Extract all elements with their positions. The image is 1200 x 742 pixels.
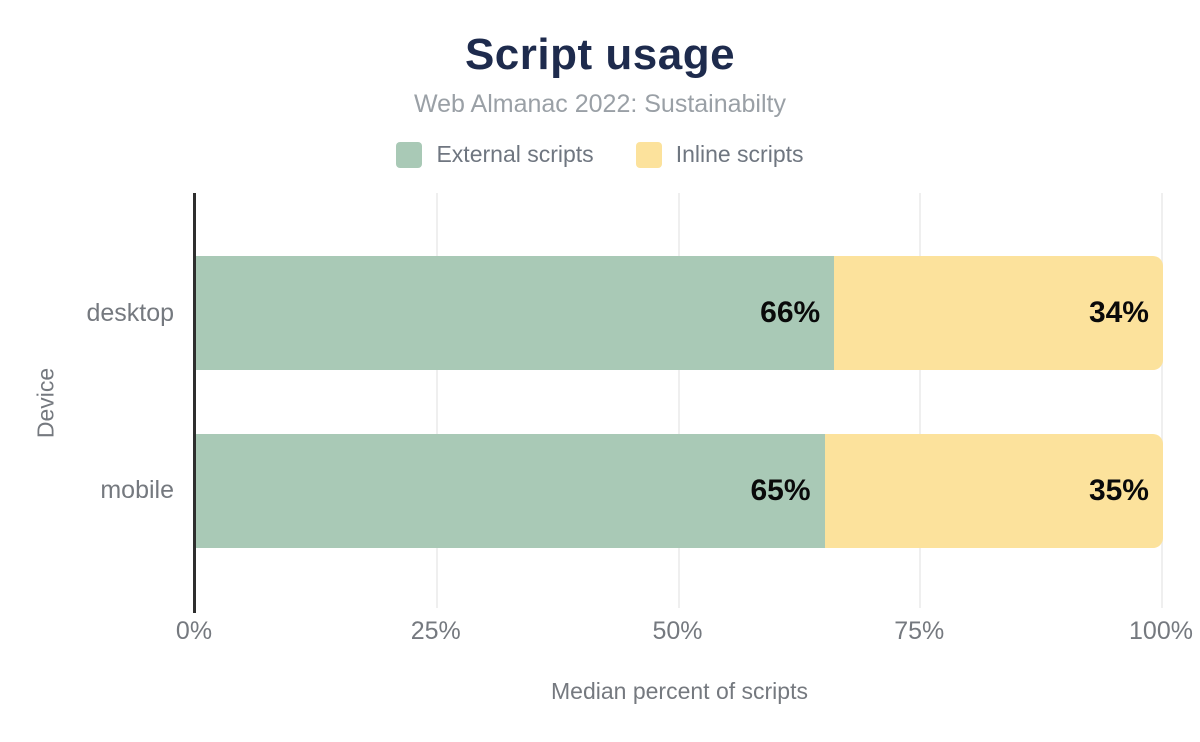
x-tick-100-: 100% [1129, 617, 1193, 645]
chart-subtitle: Web Almanac 2022: Sustainabilty [414, 90, 786, 118]
chart-title: Script usage [464, 30, 736, 79]
category-label-desktop: desktop [86, 299, 174, 327]
legend-label: External scripts [436, 141, 594, 167]
legend: External scripts Inline scripts [0, 141, 1200, 168]
bar-segment-mobile-inline-scripts: 35% [824, 434, 1163, 548]
data-label: 65% [750, 474, 811, 507]
legend-label: Inline scripts [675, 141, 804, 167]
data-label: 34% [1088, 296, 1149, 329]
x-tick-50-: 50% [652, 617, 703, 645]
bar-segment-desktop-external-scripts: 66% [196, 256, 835, 370]
x-tick-75-: 75% [894, 617, 945, 645]
gridline-25 [436, 193, 438, 608]
data-label: 35% [1088, 474, 1149, 507]
x-tick-25-: 25% [410, 617, 461, 645]
plot-area: 66% 34% 65% 35% [196, 193, 1163, 608]
legend-swatch-inline-scripts [635, 141, 662, 168]
legend-swatch-external-scripts [396, 141, 423, 168]
y-axis-line [193, 193, 196, 613]
bar-segment-mobile-external-scripts: 65% [196, 434, 825, 548]
bar-mobile: 65% 35% [196, 434, 1163, 548]
y-axis-title: Device [32, 367, 59, 439]
category-label-mobile: mobile [100, 476, 174, 504]
legend-item-inline-scripts: Inline scripts [635, 141, 804, 168]
gridline-50 [678, 193, 680, 608]
bar-desktop: 66% 34% [196, 256, 1163, 370]
legend-item-external-scripts: External scripts [396, 141, 594, 168]
data-label: 66% [760, 296, 821, 329]
gridline-100 [1161, 193, 1163, 608]
x-axis-title: Median percent of scripts [551, 678, 808, 704]
gridline-75 [919, 193, 921, 608]
bar-segment-desktop-inline-scripts: 34% [834, 256, 1163, 370]
x-tick-0-: 0% [175, 617, 213, 645]
